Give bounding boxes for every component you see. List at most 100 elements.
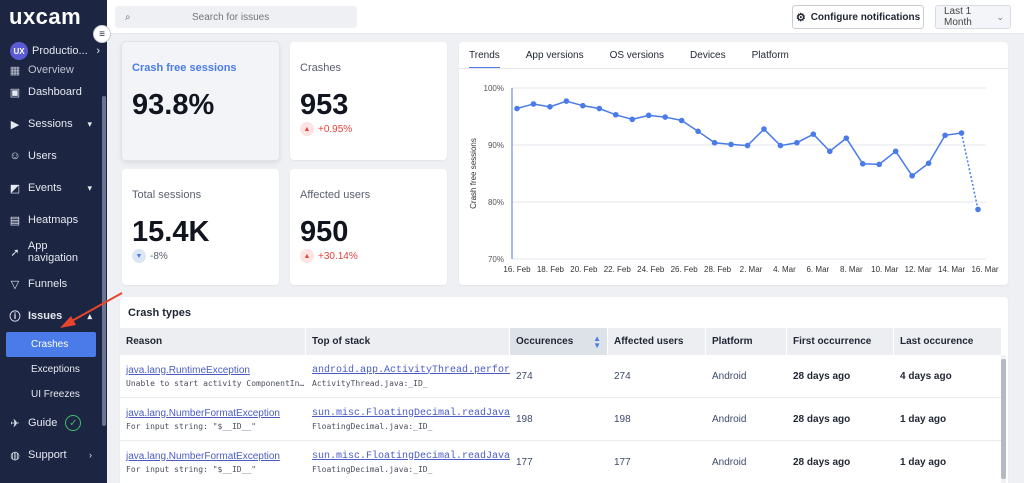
stack-link[interactable]: android.app.ActivityThread.performLaun… <box>312 364 510 376</box>
arrow-up-icon: ▲ <box>300 122 314 136</box>
table-row[interactable]: java.lang.NumberFormatException For inpu… <box>120 398 1001 441</box>
column-header-reason[interactable]: Reason <box>120 328 306 355</box>
table-row[interactable]: java.lang.NumberFormatException For inpu… <box>120 441 1001 483</box>
platform-cell: Android <box>712 456 747 468</box>
data-point <box>794 139 800 146</box>
sidebar-scrollbar[interactable] <box>102 96 106 426</box>
tab-app-versions[interactable]: App versions <box>525 50 584 61</box>
chevron-right-icon: › <box>89 450 92 460</box>
data-point <box>958 130 965 136</box>
sidebar-item-users[interactable]: ☺ Users <box>0 140 100 172</box>
date-range-select[interactable]: Last 1 Month ⌄ <box>935 5 1011 29</box>
stack-detail: ActivityThread.java:_ID_ <box>312 378 428 388</box>
stat-label: Crashes <box>300 62 341 74</box>
last-occurrence-cell: 4 days ago <box>900 370 952 382</box>
funnel-icon: ▽ <box>10 278 20 291</box>
collapse-sidebar-button[interactable]: ≡ <box>93 25 111 43</box>
data-point <box>695 128 701 135</box>
stat-value: 953 <box>300 89 349 121</box>
occurrences-cell: 177 <box>516 456 533 468</box>
top-bar: ⌕ ⚙ Configure notifications Last 1 Month… <box>107 0 1024 34</box>
reason-link[interactable]: java.lang.NumberFormatException <box>126 407 280 419</box>
sidebar-subitem-exceptions[interactable]: Exceptions <box>31 364 80 375</box>
stat-card-crashes[interactable]: Crashes 953 ▲ +0.95% <box>290 42 447 160</box>
trends-chart-panel: Trends App versions OS versions Devices … <box>459 42 1008 285</box>
reason-detail: Unable to start activity ComponentIn… <box>126 378 305 388</box>
column-header-last-occurrence[interactable]: Last occurence <box>894 328 1001 355</box>
data-point <box>580 102 586 109</box>
sidebar-item-events[interactable]: ◩ Events ▾ <box>0 172 100 204</box>
platform-cell: Android <box>712 413 747 425</box>
sidebar-item-sessions[interactable]: ▶ Sessions ▾ <box>0 108 100 140</box>
table-row[interactable]: java.lang.RuntimeException Unable to sta… <box>120 355 1001 398</box>
grid-icon: ▦ <box>9 64 21 77</box>
first-occurrence-cell: 28 days ago <box>793 413 851 425</box>
stat-change-value: +30.14% <box>318 250 358 262</box>
column-header-affected-users[interactable]: Affected users <box>608 328 706 355</box>
sidebar-item-guide[interactable]: ✈ Guide ✓ <box>0 407 100 439</box>
sidebar-item-funnels[interactable]: ▽ Funnels <box>0 268 100 300</box>
data-point <box>810 131 817 137</box>
reason-link[interactable]: java.lang.RuntimeException <box>126 364 250 376</box>
stat-change: ▲ +0.95% <box>300 122 352 136</box>
x-tick-label: 6. Mar <box>807 265 830 274</box>
stat-label: Total sessions <box>132 189 202 201</box>
app-switcher[interactable]: UX Productio... › <box>10 41 100 61</box>
sidebar-item-label: Guide <box>28 417 58 429</box>
navigation-icon: ➚ <box>10 246 20 259</box>
reason-detail: For input string: "$__ID__" <box>126 421 257 431</box>
tab-os-versions[interactable]: OS versions <box>609 50 665 61</box>
column-header-first-occurrence[interactable]: First occurrence <box>787 328 894 355</box>
sidebar-subitem-crashes[interactable]: Crashes <box>6 332 96 357</box>
sidebar-item-dashboard[interactable]: ▣ Dashboard <box>0 76 100 108</box>
data-point <box>629 116 636 123</box>
play-icon: ▶ <box>10 118 20 131</box>
arrow-up-icon: ▲ <box>300 249 314 263</box>
x-tick-label: 16. Mar <box>971 265 998 274</box>
sidebar-subitem-ui-freezes[interactable]: UI Freezes <box>31 389 80 400</box>
stack-link[interactable]: sun.misc.FloatingDecimal.readJavaForm… <box>312 450 510 462</box>
events-icon: ◩ <box>9 182 21 195</box>
sidebar-item-app-navigation[interactable]: ➚ App navigation <box>0 236 100 268</box>
column-header-top-of-stack[interactable]: Top of stack <box>306 328 510 355</box>
column-header-platform[interactable]: Platform <box>706 328 787 355</box>
search-input[interactable] <box>130 11 331 23</box>
scrollbar-thumb[interactable] <box>1001 359 1006 479</box>
occurrences-cell: 274 <box>516 370 533 382</box>
stat-label: Affected users <box>300 189 371 201</box>
gear-icon: ⚙ <box>795 11 806 24</box>
sidebar-item-heatmaps[interactable]: ▤ Heatmaps <box>0 204 100 236</box>
sidebar-item-overview[interactable]: ▦ Overview <box>0 62 100 76</box>
x-tick-label: 28. Feb <box>704 265 732 274</box>
stat-card-total-sessions[interactable]: Total sessions 15.4K ▼ -8% <box>122 169 279 285</box>
sidebar-item-support[interactable]: ◍ Support › <box>0 439 100 471</box>
uxcam-logo[interactable]: uxcam <box>9 4 82 29</box>
sidebar-item-label: Dashboard <box>28 86 82 98</box>
tab-platform[interactable]: Platform <box>751 50 789 61</box>
y-tick-label: 90% <box>488 141 504 150</box>
configure-notifications-button[interactable]: ⚙ Configure notifications <box>792 5 924 29</box>
data-point <box>547 104 553 110</box>
stat-value: 15.4K <box>132 216 210 248</box>
tab-devices[interactable]: Devices <box>690 50 726 61</box>
data-point <box>843 135 850 141</box>
affected-users-cell: 274 <box>614 370 631 382</box>
column-header-label: Occurences <box>516 336 574 347</box>
stat-change-value: -8% <box>150 250 168 262</box>
platform-cell: Android <box>712 370 747 382</box>
sidebar-item-issues[interactable]: ⓘ Issues ▴ <box>0 300 100 332</box>
search-icon: ⌕ <box>125 11 131 23</box>
chevron-down-icon: ⌄ <box>996 11 1004 22</box>
date-range-value: Last 1 Month <box>944 6 972 28</box>
column-header-occurrences[interactable]: Occurences ▲ ▼ <box>510 328 608 355</box>
table-scrollbar[interactable] <box>1001 355 1006 483</box>
reason-link[interactable]: java.lang.NumberFormatException <box>126 450 280 462</box>
x-tick-label: 22. Feb <box>604 265 632 274</box>
stack-link[interactable]: sun.misc.FloatingDecimal.readJavaForm… <box>312 407 510 419</box>
data-point <box>777 142 784 149</box>
sidebar-item-label: App navigation <box>27 240 79 264</box>
stat-card-crash-free-sessions[interactable]: Crash free sessions 93.8% <box>122 42 279 160</box>
stat-card-affected-users[interactable]: Affected users 950 ▲ +30.14% <box>290 169 447 285</box>
x-tick-label: 20. Feb <box>570 265 598 274</box>
x-tick-label: 8. Mar <box>840 265 863 274</box>
